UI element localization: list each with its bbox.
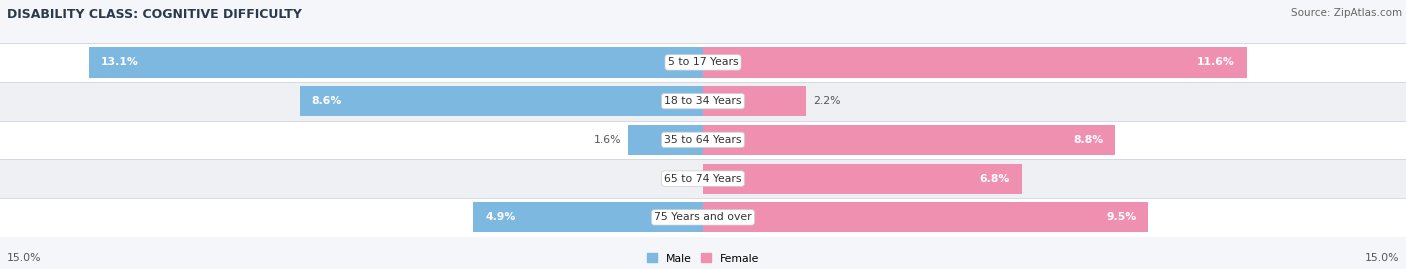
Text: 13.1%: 13.1% xyxy=(101,57,139,68)
Bar xyxy=(703,86,806,116)
Bar xyxy=(703,47,1247,77)
Text: 15.0%: 15.0% xyxy=(1364,253,1399,263)
Legend: Male, Female: Male, Female xyxy=(647,253,759,264)
Bar xyxy=(89,47,703,77)
Bar xyxy=(0,121,1406,159)
Bar xyxy=(0,43,1406,82)
Text: 5 to 17 Years: 5 to 17 Years xyxy=(668,57,738,68)
Bar xyxy=(703,202,1149,232)
Bar xyxy=(703,164,1022,194)
Text: 6.8%: 6.8% xyxy=(980,174,1010,184)
Bar xyxy=(299,86,703,116)
Text: 8.6%: 8.6% xyxy=(312,96,342,106)
Text: 35 to 64 Years: 35 to 64 Years xyxy=(664,135,742,145)
Bar xyxy=(0,159,1406,198)
Text: 4.9%: 4.9% xyxy=(485,212,516,222)
Text: 15.0%: 15.0% xyxy=(7,253,42,263)
Text: DISABILITY CLASS: COGNITIVE DIFFICULTY: DISABILITY CLASS: COGNITIVE DIFFICULTY xyxy=(7,8,302,21)
Text: 0.0%: 0.0% xyxy=(668,174,696,184)
Text: 11.6%: 11.6% xyxy=(1197,57,1234,68)
Bar xyxy=(0,198,1406,237)
Bar xyxy=(0,82,1406,121)
Text: 9.5%: 9.5% xyxy=(1107,212,1136,222)
Bar xyxy=(474,202,703,232)
Text: 8.8%: 8.8% xyxy=(1073,135,1104,145)
Bar xyxy=(703,125,1115,155)
Bar xyxy=(628,125,703,155)
Text: 75 Years and over: 75 Years and over xyxy=(654,212,752,222)
Text: 18 to 34 Years: 18 to 34 Years xyxy=(664,96,742,106)
Text: 2.2%: 2.2% xyxy=(813,96,841,106)
Text: 65 to 74 Years: 65 to 74 Years xyxy=(664,174,742,184)
Text: 1.6%: 1.6% xyxy=(593,135,621,145)
Text: Source: ZipAtlas.com: Source: ZipAtlas.com xyxy=(1291,8,1402,18)
